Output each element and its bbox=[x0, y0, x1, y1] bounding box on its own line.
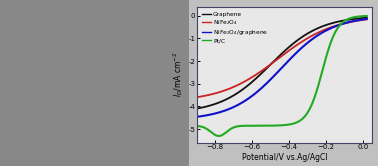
Y-axis label: $I_D$/mA cm$^{-2}$: $I_D$/mA cm$^{-2}$ bbox=[172, 52, 185, 97]
X-axis label: Potential/V vs.Ag/AgCl: Potential/V vs.Ag/AgCl bbox=[242, 153, 327, 162]
Legend: Graphene, NiFe$_2$O$_4$, NiFe$_2$O$_4$/graphene, Pt/C: Graphene, NiFe$_2$O$_4$, NiFe$_2$O$_4$/g… bbox=[201, 11, 269, 44]
